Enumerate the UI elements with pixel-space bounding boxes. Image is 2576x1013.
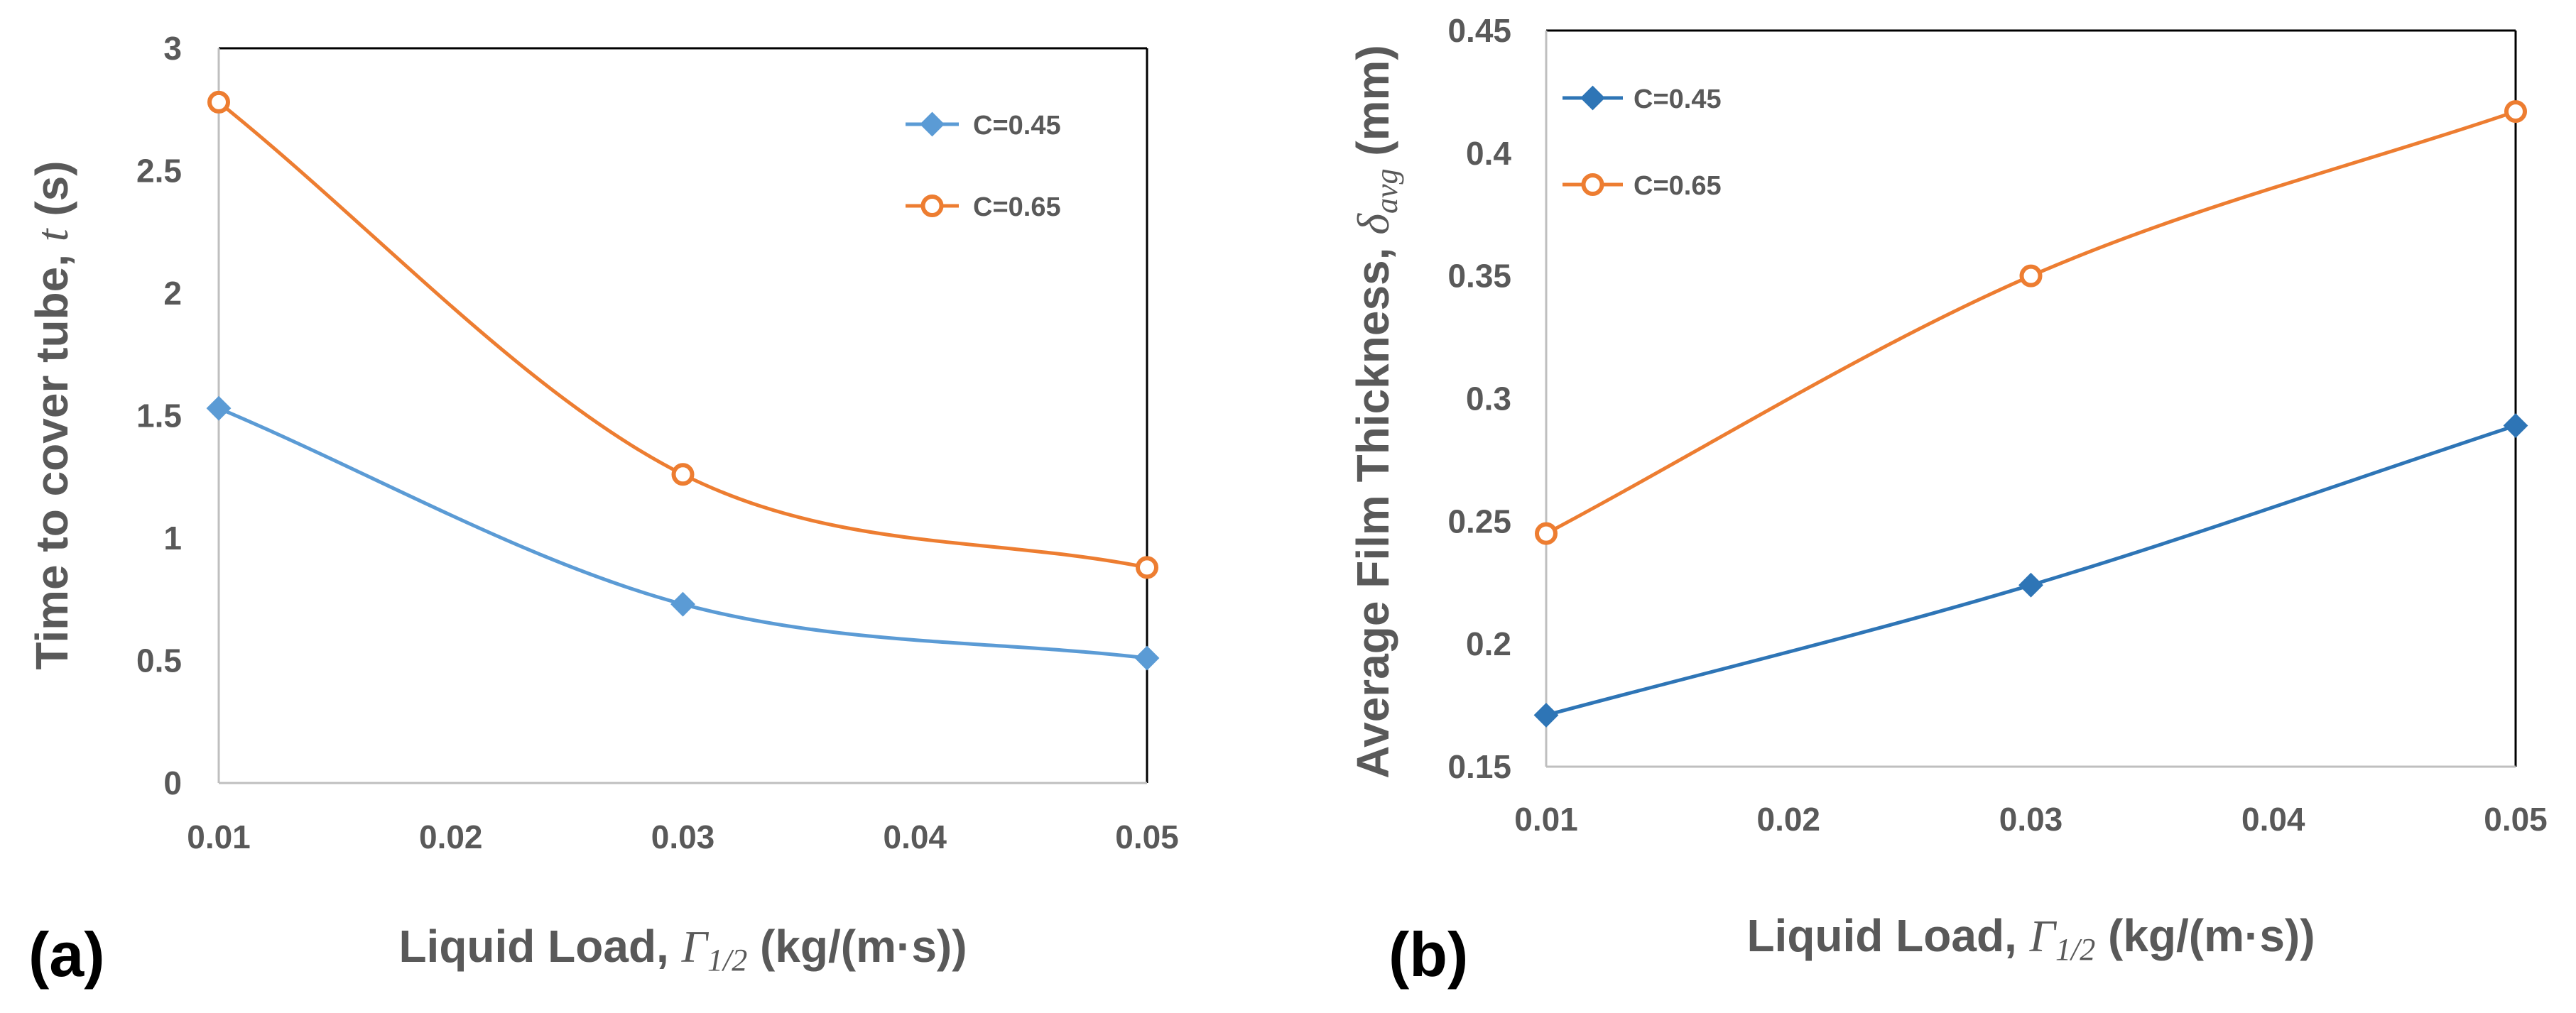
data-point bbox=[2018, 572, 2043, 598]
legend-label: C=0.45 bbox=[1634, 84, 1722, 114]
data-point bbox=[206, 395, 232, 421]
y-tick-label: 2.5 bbox=[136, 153, 182, 190]
panel-label: (a) bbox=[28, 919, 105, 990]
x-tick-label: 0.01 bbox=[1514, 801, 1578, 838]
y-tick-label: 0 bbox=[163, 765, 182, 801]
x-tick-label: 0.03 bbox=[1999, 801, 2063, 838]
series-line bbox=[218, 406, 1148, 660]
legend-entry: C=0.45 bbox=[1563, 84, 1722, 114]
data-point bbox=[2504, 100, 2527, 124]
series-C=0.45 bbox=[1533, 413, 2528, 728]
data-point bbox=[2503, 413, 2528, 438]
x-tick-label: 0.02 bbox=[1756, 801, 1820, 838]
legend-label: C=0.45 bbox=[973, 111, 1061, 141]
chart-panel-a: 0 0.5 1 1.5 2 2.5 3 0.01 0.02 0.03 0.04 0.05 Liquid … bbox=[26, 30, 1179, 990]
y-tick-label: 2 bbox=[163, 275, 182, 312]
chart-panel-b: 0.15 0.2 0.25 0.3 0.35 0.4 0.45 0.01 0.02 0.03 0.0… bbox=[1347, 12, 2548, 990]
legend-entry: C=0.45 bbox=[906, 111, 1061, 141]
x-axis-label: Liquid Load, Γ1/2 (kg/(m·s)) bbox=[398, 921, 967, 978]
series-C=0.65 bbox=[1535, 100, 2527, 545]
x-tick-label: 0.05 bbox=[1115, 818, 1179, 855]
y-tick-label: 0.35 bbox=[1447, 258, 1511, 295]
legend-label: C=0.65 bbox=[973, 192, 1061, 222]
series-C=0.45 bbox=[206, 395, 1160, 671]
series-C=0.65 bbox=[207, 90, 1158, 579]
legend-marker bbox=[1580, 85, 1605, 111]
legend-entry: C=0.65 bbox=[1563, 171, 1722, 201]
series-line bbox=[217, 100, 1148, 569]
legend-label: C=0.65 bbox=[1634, 171, 1722, 201]
series-line bbox=[1545, 424, 2516, 717]
x-axis-label: Liquid Load, Γ1/2 (kg/(m·s)) bbox=[1746, 910, 2315, 967]
legend-marker bbox=[920, 195, 944, 217]
x-tick-label: 0.04 bbox=[883, 818, 947, 855]
legend-entry: C=0.65 bbox=[906, 192, 1061, 222]
y-axis-label: Average Film Thickness, δavg (mm) bbox=[1347, 45, 1404, 778]
data-point bbox=[1136, 556, 1158, 579]
x-tick-label: 0.02 bbox=[419, 818, 483, 855]
x-tick-label: 0.03 bbox=[651, 818, 715, 855]
x-tick-label: 0.01 bbox=[187, 818, 251, 855]
data-point bbox=[2019, 264, 2043, 288]
y-tick-label: 3 bbox=[163, 30, 182, 67]
data-point bbox=[1134, 645, 1160, 671]
x-tick-label: 0.04 bbox=[2241, 801, 2305, 838]
y-tick-label: 1 bbox=[163, 520, 182, 557]
legend-marker bbox=[920, 111, 945, 137]
data-point bbox=[670, 591, 695, 617]
x-tick-label: 0.05 bbox=[2484, 801, 2548, 838]
y-tick-label: 0.25 bbox=[1447, 503, 1511, 540]
data-point bbox=[1535, 522, 1558, 545]
legend-marker bbox=[1581, 173, 1604, 196]
y-axis-label: Time to cover tube, t (s) bbox=[26, 160, 77, 669]
data-point bbox=[1533, 702, 1559, 728]
y-tick-label: 0.4 bbox=[1466, 135, 1511, 172]
data-point bbox=[671, 463, 695, 486]
data-point bbox=[207, 90, 230, 114]
panel-label: (b) bbox=[1388, 919, 1468, 990]
y-tick-label: 0.3 bbox=[1466, 380, 1511, 417]
y-tick-label: 0.45 bbox=[1447, 12, 1511, 49]
y-tick-label: 0.2 bbox=[1466, 625, 1511, 662]
y-tick-label: 1.5 bbox=[136, 398, 182, 434]
y-tick-label: 0.15 bbox=[1447, 748, 1511, 785]
y-tick-label: 0.5 bbox=[136, 642, 182, 679]
